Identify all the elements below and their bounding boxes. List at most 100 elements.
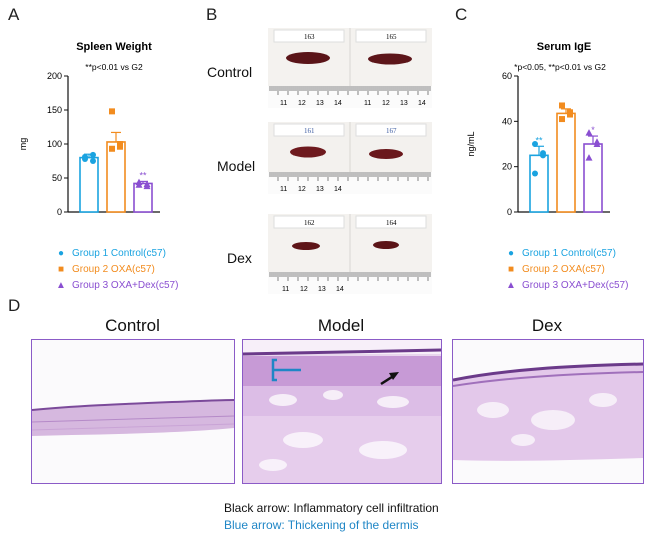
spleen-organ xyxy=(292,242,320,250)
spleen-photo-model-drawing: 161 167 11 12 13 14 xyxy=(268,122,432,194)
ruler-number: 13 xyxy=(316,100,324,107)
triangle-marker-icon: ▲ xyxy=(56,280,66,291)
circle-marker-icon: ● xyxy=(507,248,515,259)
chart-title: Spleen Weight xyxy=(76,41,152,53)
significance-marker: ** xyxy=(535,135,543,145)
ruler-number: 13 xyxy=(318,286,326,293)
data-point xyxy=(585,129,593,136)
panel-letter-d: D xyxy=(8,296,21,315)
histology-image-control xyxy=(31,339,235,484)
data-point xyxy=(532,170,538,177)
data-point xyxy=(90,151,96,158)
y-tick-label: 60 xyxy=(502,71,512,81)
data-point xyxy=(143,182,151,190)
bar xyxy=(583,143,603,213)
bar xyxy=(79,156,99,213)
caption-blue-arrow: Blue arrow: Thickening of the dermis xyxy=(224,518,419,532)
y-tick-label: 20 xyxy=(502,162,512,172)
legend-label: Group 1 Control(c57) xyxy=(522,248,616,259)
legend-label: Group 3 OXA+Dex(c57) xyxy=(72,280,179,291)
data-point xyxy=(559,116,565,123)
ruler-number: 14 xyxy=(336,286,344,293)
legend-item-group2: ■ Group 2 OXA(c57) xyxy=(506,264,605,275)
y-tick-label: 100 xyxy=(47,139,62,149)
ruler xyxy=(268,172,432,194)
ruler-number: 13 xyxy=(400,100,408,107)
caption-black-arrow: Black arrow: Inflammatory cell infiltrat… xyxy=(224,501,439,515)
spleen-organ xyxy=(369,149,403,159)
spleen-tag: 167 xyxy=(386,127,397,135)
spleen-photo-model: 161 167 11 12 13 14 xyxy=(268,122,432,194)
histology-title-control: Control xyxy=(105,316,160,335)
bar xyxy=(529,154,549,213)
spleen-tag: 164 xyxy=(386,219,397,227)
panel-letter-b: B xyxy=(206,5,218,24)
legend-label: Group 1 Control(c57) xyxy=(72,248,166,259)
legend-label: Group 2 OXA(c57) xyxy=(522,264,605,275)
y-tick-label: 150 xyxy=(47,105,62,115)
spleen-organ xyxy=(290,146,326,158)
spleen-organ xyxy=(373,241,399,249)
ruler-number: 14 xyxy=(418,100,426,107)
data-point xyxy=(109,108,115,115)
legend-item-group1: ● Group 1 Control(c57) xyxy=(506,248,616,259)
spleen-tag: 165 xyxy=(386,33,397,41)
photo-row-label-dex: Dex xyxy=(227,250,252,266)
ruler xyxy=(268,86,432,108)
histology-image-model xyxy=(242,339,442,484)
spleen-organ xyxy=(286,52,330,64)
chart-annotation: **p<0.01 vs G2 xyxy=(85,62,143,72)
histology-control-drawing xyxy=(32,340,234,483)
ruler xyxy=(268,272,432,294)
y-tick-label: 0 xyxy=(507,207,512,217)
chart-annotation: *p<0.05, **p<0.01 vs G2 xyxy=(514,62,606,72)
y-tick-label: 50 xyxy=(52,173,62,183)
data-point xyxy=(135,181,143,188)
spleen-photo-dex: 162 164 11 12 13 14 xyxy=(268,214,432,294)
histology-title-model: Model xyxy=(317,316,365,335)
ruler-number: 12 xyxy=(298,100,306,107)
legend-label: Group 2 OXA(c57) xyxy=(72,264,155,275)
data-point xyxy=(117,143,123,150)
y-tick-label: 0 xyxy=(57,207,62,217)
data-point xyxy=(82,153,88,160)
data-point xyxy=(593,138,601,145)
blue-arrow-icon xyxy=(271,358,301,382)
legend-label: Group 3 OXA+Dex(c57) xyxy=(522,280,629,291)
spleen-weight-chart: Spleen Weight **p<0.01 vs G2 0 50 100 150 200 m… xyxy=(18,41,160,217)
square-marker-icon: ■ xyxy=(57,264,65,275)
ruler-number: 13 xyxy=(316,186,324,193)
panel-letter-c: C xyxy=(455,5,468,24)
data-point xyxy=(567,111,573,118)
square-marker-icon: ■ xyxy=(507,264,515,275)
y-axis-label: ng/mL xyxy=(466,131,476,156)
ruler-number: 12 xyxy=(382,100,390,107)
y-tick-label: 200 xyxy=(47,71,62,81)
data-point xyxy=(532,141,538,147)
spleen-tag: 162 xyxy=(304,219,315,227)
histology-dex-drawing xyxy=(453,340,643,483)
photo-row-label-model: Model xyxy=(217,158,256,174)
ruler-number: 14 xyxy=(334,100,342,107)
spleen-photo-dex-drawing: 162 164 11 12 13 14 xyxy=(268,214,432,294)
bar xyxy=(556,112,576,213)
spleen-organ xyxy=(368,53,412,65)
panel-letter-a: A xyxy=(8,5,20,24)
ruler-number: 12 xyxy=(300,286,308,293)
triangle-marker-icon: ▲ xyxy=(506,280,516,291)
ruler-number: 14 xyxy=(334,186,342,193)
ruler-number: 11 xyxy=(280,100,287,107)
legend-item-group2: ■ Group 2 OXA(c57) xyxy=(56,264,155,275)
photo-row-label-control: Control xyxy=(207,64,253,80)
data-point xyxy=(540,152,546,159)
significance-marker: * xyxy=(591,125,595,135)
significance-marker: ** xyxy=(139,170,147,180)
ruler-number: 11 xyxy=(280,186,287,193)
legend-item-group3: ▲ Group 3 OXA+Dex(c57) xyxy=(506,280,628,291)
chart-title: Serum IgE xyxy=(537,41,591,53)
data-point xyxy=(559,102,565,109)
bar xyxy=(106,141,126,213)
ruler-number: 11 xyxy=(364,100,371,107)
legend-item-group1: ● Group 1 Control(c57) xyxy=(56,248,166,259)
data-point xyxy=(109,145,115,152)
